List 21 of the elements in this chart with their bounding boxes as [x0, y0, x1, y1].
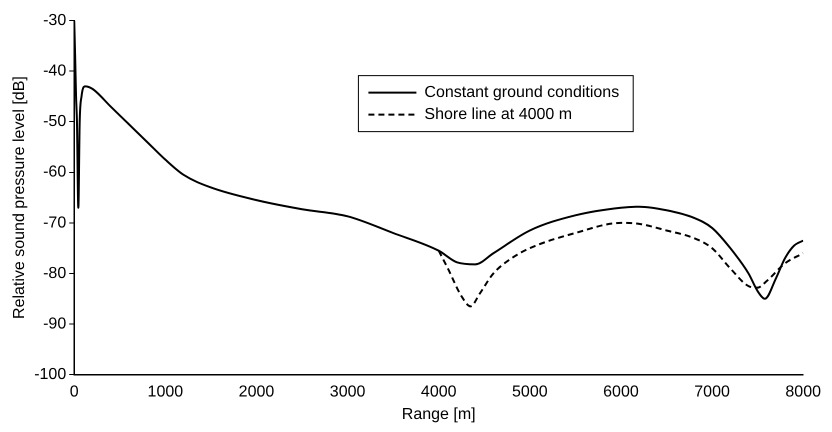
y-axis-title: Relative sound pressure level [dB] — [11, 76, 28, 319]
x-tick-label: 0 — [70, 384, 79, 401]
x-tick-label: 4000 — [420, 384, 457, 401]
y-tick-label: -30 — [43, 12, 66, 30]
x-tick-label: 8000 — [785, 384, 822, 401]
legend-label: Constant ground conditions — [424, 84, 620, 102]
y-tick-label: -60 — [43, 164, 66, 181]
x-axis-title: Range [m] — [402, 406, 476, 423]
y-tick-label: -40 — [43, 62, 66, 80]
y-tick-label: -80 — [43, 264, 66, 282]
y-tick-label: -70 — [43, 214, 66, 232]
x-tick-label: 2000 — [238, 384, 274, 401]
x-tick-label: 5000 — [512, 384, 548, 401]
y-tick-label: -90 — [43, 315, 66, 332]
y-tick-label: -50 — [43, 113, 66, 130]
y-tick-label: -100 — [34, 366, 66, 384]
x-tick-label: 1000 — [148, 384, 184, 401]
x-tick-label: 6000 — [603, 384, 639, 401]
legend-label: Shore line at 4000 m — [424, 106, 572, 124]
x-tick-label: 3000 — [330, 384, 366, 401]
x-tick-label: 7000 — [694, 384, 730, 401]
